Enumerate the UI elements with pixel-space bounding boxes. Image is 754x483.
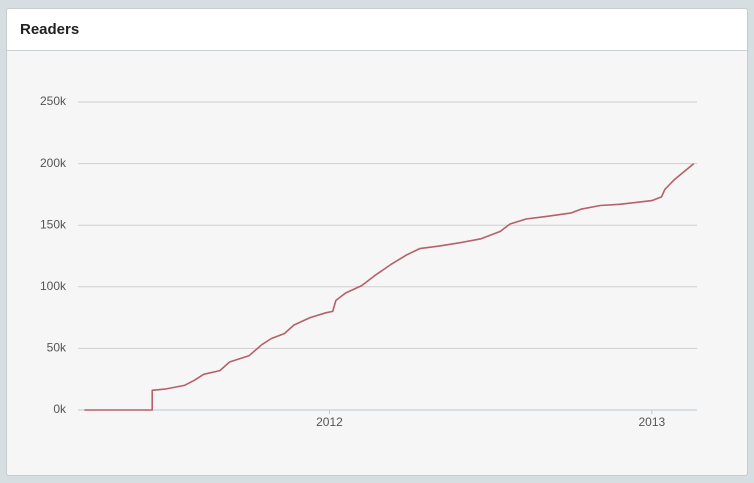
x-tick-label: 2012 — [316, 415, 343, 429]
panel-header: Readers — [7, 9, 747, 51]
chart-title: Readers — [20, 21, 80, 38]
y-tick-label: 200k — [40, 156, 67, 170]
line — [84, 162, 695, 411]
y-tick-label: 0k — [53, 402, 67, 416]
y-tick-label: 50k — [47, 341, 67, 355]
panel: Readers — [6, 8, 748, 476]
y-tick-label: 150k — [40, 217, 67, 231]
x-tick-label: 2013 — [639, 415, 666, 429]
y-tick-label: 100k — [40, 279, 67, 293]
y-tick-label: 250k — [40, 94, 67, 108]
